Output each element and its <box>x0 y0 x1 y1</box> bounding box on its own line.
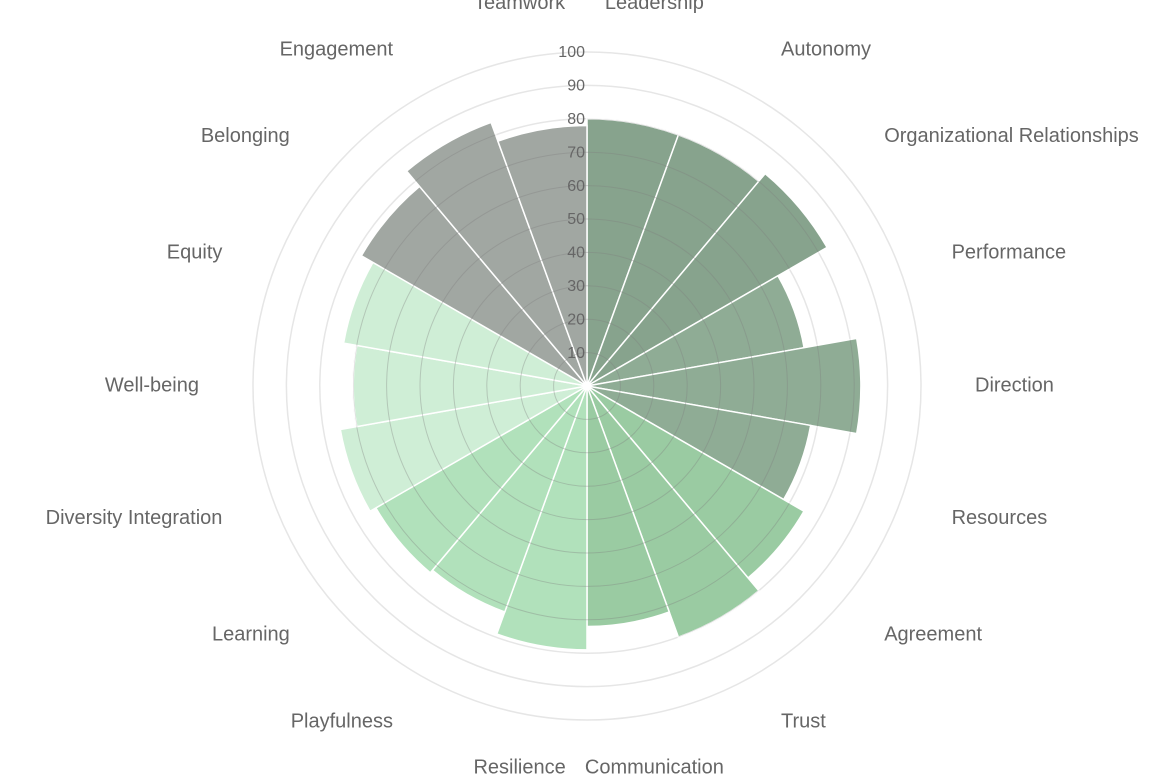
wedge-diversity-integration[interactable] <box>339 385 588 513</box>
wedge-teamwork[interactable] <box>496 124 588 387</box>
category-label-direction: Direction <box>975 374 1054 396</box>
tick-label-60: 60 <box>567 178 585 195</box>
inner-grid-rings <box>340 118 861 650</box>
category-label-belonging: Belonging <box>201 125 290 147</box>
category-label-resources: Resources <box>952 507 1048 529</box>
wedge-resilience[interactable] <box>495 385 588 651</box>
tick-label-80: 80 <box>567 111 585 128</box>
category-label-equity: Equity <box>167 242 223 264</box>
inner-ring-80 <box>340 118 855 650</box>
inner-grid-layer <box>340 118 861 650</box>
inner-ring-40 <box>452 251 722 521</box>
tick-label-30: 30 <box>567 278 585 295</box>
category-label-leadership: Leadership <box>605 0 704 14</box>
inner-ring-70 <box>352 151 822 621</box>
inner-ring-30 <box>486 285 688 487</box>
category-label-resilience: Resilience <box>473 756 565 778</box>
category-label-performance: Performance <box>952 242 1067 264</box>
category-label-communication: Communication <box>585 756 724 778</box>
category-label-agreement: Agreement <box>884 624 982 646</box>
wedge-engagement[interactable] <box>405 121 588 387</box>
category-label-playfulness: Playfulness <box>291 710 393 732</box>
inner-ring-50 <box>419 218 755 554</box>
category-label-organizational-relationships: Organizational Relationships <box>884 125 1139 147</box>
tick-label-10: 10 <box>567 345 585 362</box>
category-label-engagement: Engagement <box>280 38 394 60</box>
tick-label-40: 40 <box>567 245 585 262</box>
category-label-teamwork: Teamwork <box>474 0 566 14</box>
tick-label-50: 50 <box>567 211 585 228</box>
category-label-learning: Learning <box>212 624 290 646</box>
inner-ring-60 <box>386 185 788 587</box>
wedges-layer <box>339 118 862 651</box>
tick-labels-layer: 10 20 30 40 50 60 70 80 90 100 <box>558 44 585 362</box>
category-label-trust: Trust <box>781 710 826 732</box>
wedge-direction[interactable] <box>586 337 862 435</box>
inner-ring-20 <box>519 318 655 454</box>
tick-label-20: 20 <box>567 311 585 328</box>
inner-ring-10 <box>553 352 621 420</box>
tick-label-90: 90 <box>567 78 585 95</box>
category-label-diversity-integration: Diversity Integration <box>46 507 223 529</box>
grid-ring-100 <box>252 51 922 721</box>
grid-ring-90 <box>285 84 889 688</box>
tick-label-70: 70 <box>567 144 585 161</box>
wedge-organizational-relationships[interactable] <box>586 172 829 387</box>
category-labels-layer: Leadership Autonomy Organizational Relatio… <box>46 0 1139 778</box>
category-label-autonomy: Autonomy <box>781 38 871 60</box>
wedge-trust[interactable] <box>586 385 760 639</box>
tick-label-100: 100 <box>558 44 585 61</box>
category-label-well-being: Well-being <box>105 374 199 396</box>
